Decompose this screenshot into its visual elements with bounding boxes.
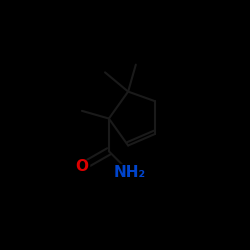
Text: O: O xyxy=(76,159,88,174)
Text: NH₂: NH₂ xyxy=(114,165,146,180)
Bar xyxy=(116,164,144,180)
Circle shape xyxy=(74,159,90,174)
